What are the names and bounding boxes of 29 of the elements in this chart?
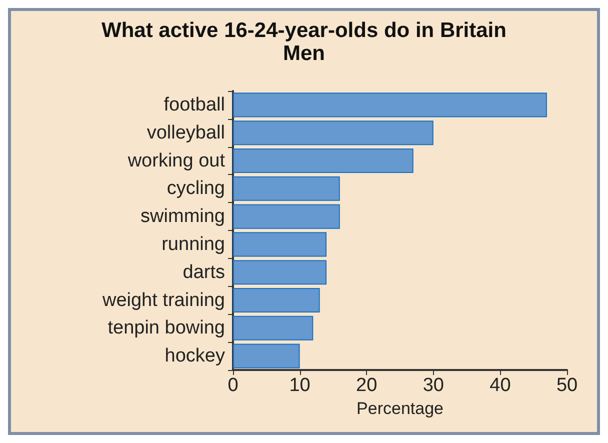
y-tick-label: cycling	[166, 178, 225, 200]
y-tick-label: volleyball	[146, 122, 225, 144]
bar	[233, 120, 434, 146]
bar	[233, 316, 314, 340]
bar	[233, 176, 340, 201]
x-tick-label: 40	[490, 375, 511, 396]
x-tick-label: 50	[556, 375, 578, 396]
bar	[233, 148, 414, 174]
y-tick-label: tenpin bowing	[108, 318, 225, 339]
bar	[233, 204, 340, 229]
bar	[233, 260, 327, 285]
x-tick-label: 0	[228, 375, 238, 396]
y-tick-label: swimming	[140, 206, 225, 228]
y-tick-label: hockey	[164, 346, 226, 367]
y-tick-label: football	[164, 94, 225, 116]
bar	[233, 288, 320, 313]
chart-subtitle: Men	[283, 42, 325, 65]
x-tick-label: 20	[356, 375, 378, 396]
bar	[233, 232, 327, 257]
x-tick-label: 30	[422, 375, 444, 396]
x-tick-label: 10	[289, 375, 310, 396]
x-axis-title: Percentage	[356, 399, 444, 418]
y-tick-label: running	[162, 234, 225, 255]
bar	[233, 92, 547, 118]
y-tick-label: weight training	[101, 290, 225, 311]
chart-title: What active 16-24-year-olds do in Britain	[102, 19, 506, 42]
y-tick-label: darts	[182, 262, 225, 283]
y-tick-label: working out	[126, 150, 226, 172]
bar	[233, 344, 300, 368]
